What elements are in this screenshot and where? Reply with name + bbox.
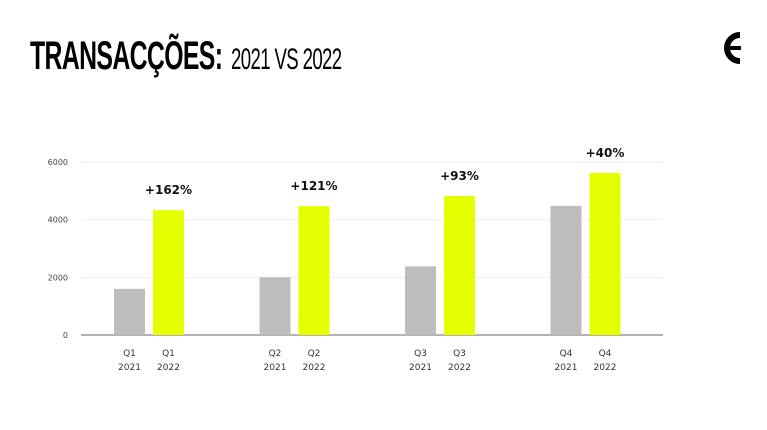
x-tick-label: Q4: [599, 349, 612, 359]
growth-annotation: +121%: [290, 179, 337, 193]
bar-Q1-2021: [114, 288, 145, 335]
x-tick-label: 2021: [555, 363, 578, 373]
x-tick-label: Q1: [123, 349, 136, 359]
y-tick-label: 6000: [48, 158, 68, 167]
growth-annotation: +93%: [440, 169, 479, 183]
bar-Q2-2022: [298, 206, 330, 335]
page-title: TRANSACÇÕES: 2021 VS 2022: [30, 34, 342, 79]
bar-Q3-2021: [405, 266, 436, 335]
y-tick-label: 0: [63, 331, 68, 340]
x-tick-label: 2022: [594, 363, 617, 373]
x-tick-label: 2022: [448, 363, 471, 373]
x-tick-label: 2021: [264, 363, 287, 373]
x-tick-label: 2022: [303, 363, 326, 373]
growth-annotation: +162%: [145, 183, 192, 197]
bar-Q2-2021: [259, 277, 291, 335]
x-tick-label: Q3: [453, 349, 466, 359]
title-main: TRANSACÇÕES:: [30, 34, 223, 78]
bar-Q3-2022: [444, 196, 475, 335]
x-tick-label: 2022: [157, 363, 180, 373]
x-tick-label: 2021: [409, 363, 432, 373]
x-tick-label: 2021: [118, 363, 141, 373]
bar-Q1-2022: [153, 210, 184, 335]
x-tick-label: Q2: [269, 349, 282, 359]
title-sub: 2021 VS 2022: [231, 43, 342, 76]
bar-Q4-2021: [550, 205, 582, 335]
growth-annotation: +40%: [586, 146, 625, 160]
y-tick-label: 2000: [48, 273, 68, 282]
x-tick-label: Q2: [308, 349, 321, 359]
brand-logo-icon: [724, 32, 741, 64]
x-tick-label: Q1: [162, 349, 175, 359]
x-tick-label: Q4: [560, 349, 573, 359]
y-tick-label: 4000: [48, 216, 68, 225]
x-tick-label: Q3: [414, 349, 427, 359]
bar-Q4-2022: [589, 172, 621, 335]
